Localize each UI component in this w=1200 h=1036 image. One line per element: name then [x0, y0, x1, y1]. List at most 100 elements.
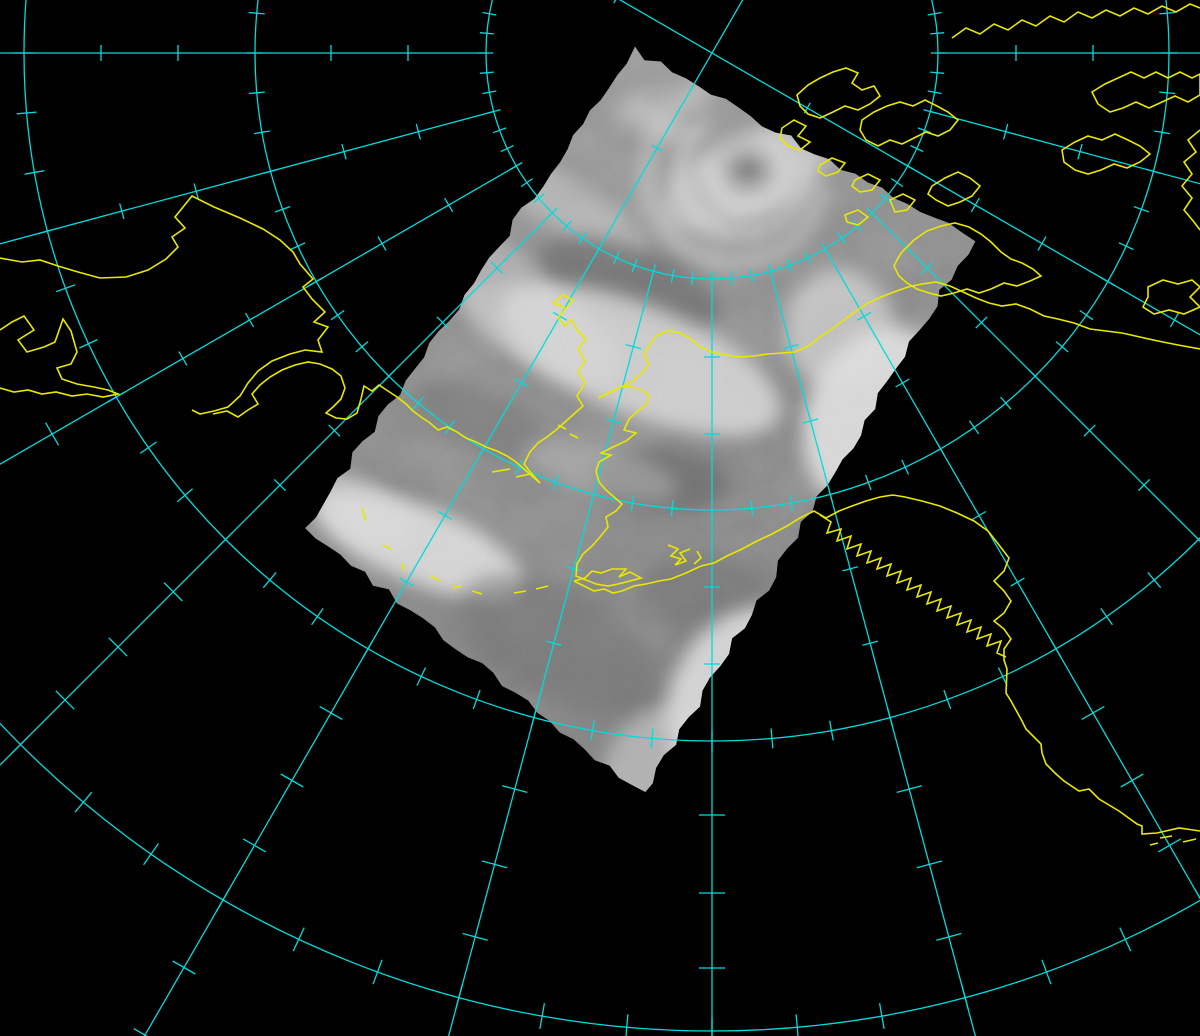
latitude-tick	[895, 378, 910, 388]
latitude-tick	[244, 312, 255, 328]
longitude-tick	[311, 608, 324, 626]
latitude-tick	[1083, 424, 1096, 437]
longitude-tick	[262, 168, 279, 175]
coastline-bc-inner-dash-3	[1149, 842, 1159, 846]
longitude-tick	[16, 111, 37, 115]
latitude-tick	[916, 860, 943, 869]
longitude-tick	[482, 90, 497, 95]
coastline-kodiak-islet	[693, 550, 703, 565]
longitude-tick	[292, 927, 305, 952]
coastline-bc-inner-dash-2	[1182, 838, 1197, 843]
longitude-tick	[79, 338, 98, 349]
meridian-line	[907, 165, 1200, 336]
longitude-tick	[612, 251, 620, 265]
longitude-tick	[478, 441, 489, 457]
longitude-tick	[1079, 309, 1094, 321]
latitude-tick	[970, 197, 980, 213]
longitude-tick	[1193, 888, 1200, 900]
longitude-tick	[37, 227, 58, 235]
longitude-tick	[561, 220, 572, 232]
coastline-greenland-right-edge	[1180, 129, 1200, 231]
coastline-alaska-west-coast	[573, 334, 658, 587]
longitude-tick	[901, 459, 910, 475]
longitude-tick	[1119, 927, 1132, 952]
coastline-swath-island-3	[888, 193, 917, 213]
longitude-tick	[961, 984, 970, 1011]
longitude-tick	[500, 145, 514, 153]
longitude-tick	[827, 486, 834, 503]
longitude-tick	[514, 459, 523, 475]
coastline-alaska-north-slope	[656, 281, 1200, 358]
latitude-tick	[514, 378, 529, 388]
latitude-tick	[802, 418, 819, 424]
longitude-tick	[308, 276, 324, 287]
latitude-tick	[462, 932, 488, 941]
longitude-tick	[176, 488, 194, 503]
longitude-tick	[886, 707, 894, 728]
coastline-victoria-island	[1141, 279, 1200, 315]
longitude-tick	[935, 441, 946, 457]
longitude-tick	[262, 571, 277, 589]
meridian-line	[447, 271, 655, 1036]
longitude-tick	[107, 391, 126, 403]
longitude-tick	[691, 271, 694, 286]
coastline-banks-island	[893, 222, 1043, 297]
longitude-tick	[1159, 91, 1176, 95]
longitude-tick	[362, 639, 374, 658]
longitude-tick	[444, 420, 456, 435]
longitude-tick	[852, 220, 863, 232]
latitude-tick	[163, 582, 183, 602]
longitude-tick	[590, 486, 597, 503]
longitude-tick	[917, 127, 932, 134]
longitude-tick	[749, 268, 754, 283]
longitude-tick	[670, 500, 674, 517]
latitude-tick	[437, 510, 453, 521]
coastline-axel-heiberg-island	[1090, 71, 1200, 113]
longitude-tick	[479, 71, 494, 74]
longitude-tick	[1159, 11, 1176, 15]
longitude-tick	[143, 843, 160, 866]
latitude-tick	[613, 0, 617, 4]
meridian-line	[143, 248, 600, 1036]
coastline-melville-island	[859, 99, 960, 147]
longitude-tick	[217, 531, 234, 548]
latitude-tick	[1037, 236, 1047, 251]
latitude-tick	[319, 705, 343, 720]
meridian-line	[0, 212, 553, 766]
longitude-tick	[412, 396, 424, 410]
longitude-tick	[330, 309, 345, 321]
latitude-tick	[119, 203, 125, 220]
latitude-tick	[1002, 123, 1009, 140]
longitude-tick	[789, 495, 794, 512]
longitude-tick	[486, 109, 501, 114]
coastline-se-alaska-fjords	[819, 514, 1007, 658]
longitude-tick	[520, 178, 533, 188]
latitude-tick	[55, 690, 75, 710]
latitude-tick	[1081, 705, 1105, 720]
longitude-tick	[786, 258, 793, 273]
longitude-tick	[730, 271, 733, 286]
meridian-line	[0, 110, 494, 245]
longitude-tick	[590, 720, 595, 741]
coastline-aleutian-dash-4	[451, 585, 463, 589]
coastline-swath-island-2	[850, 173, 882, 193]
latitude-tick	[975, 316, 988, 329]
meridian-line	[824, 248, 1200, 900]
longitude-tick	[482, 11, 497, 16]
longitude-tick	[472, 689, 481, 710]
coastline-chukotka-east-cape	[523, 294, 588, 484]
latitude-tick	[936, 932, 962, 941]
latitude-tick	[273, 478, 287, 492]
coastline-bc-inner-dash-1	[1159, 835, 1173, 839]
longitude-tick	[1041, 959, 1052, 985]
latitude-tick	[565, 566, 582, 572]
longitude-tick	[651, 264, 656, 279]
longitude-tick	[820, 242, 830, 256]
longitude-tick	[533, 193, 545, 204]
longitude-tick	[416, 667, 427, 686]
coastline-devon-island	[1061, 133, 1152, 175]
longitude-tick	[253, 130, 270, 135]
coastline-aleutian-dash-2	[513, 590, 527, 594]
latitude-tick	[133, 1028, 148, 1036]
longitude-tick	[492, 127, 507, 134]
